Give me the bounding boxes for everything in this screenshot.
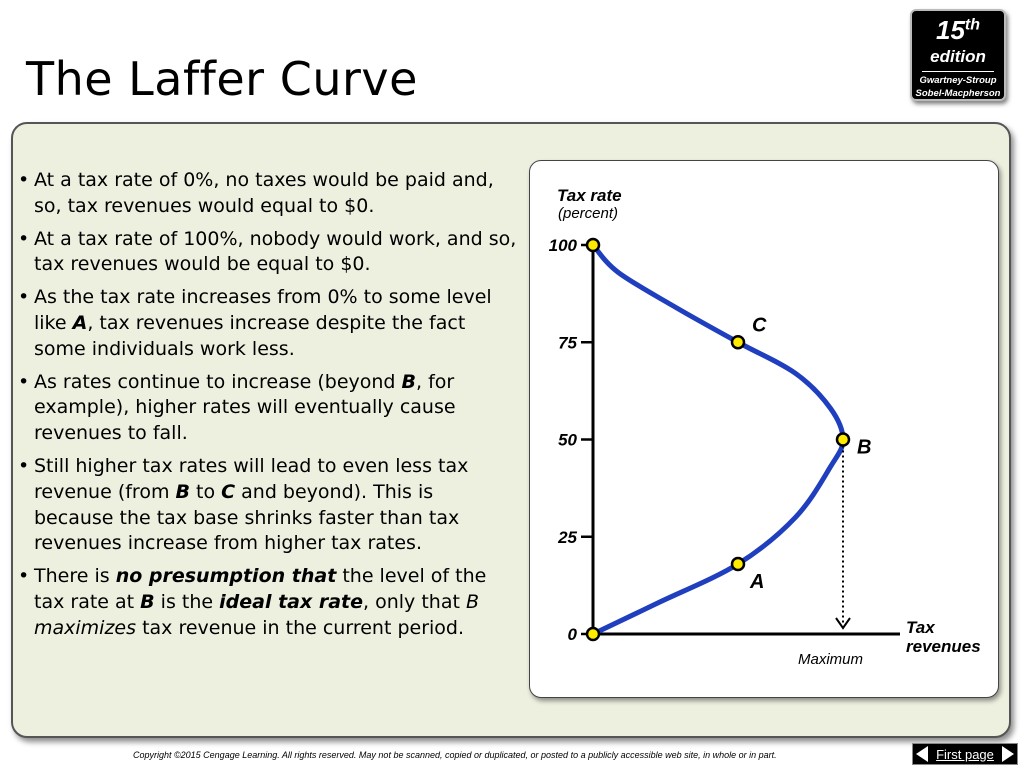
y-axis-sublabel: (percent): [558, 205, 618, 222]
arrow-left-icon: [916, 746, 928, 762]
bullet-item: • At a tax rate of 100%, nobody would wor…: [18, 227, 518, 279]
point-label-c: C: [752, 314, 767, 336]
bullet-text: tax revenue in the current period.: [136, 616, 465, 639]
bullet-text: Still higher tax rates will lead to even…: [34, 454, 469, 503]
curve-endpoint: [585, 237, 601, 253]
bullet-text: the level of the tax rate at: [34, 565, 487, 613]
curve-endpoint: [585, 626, 601, 642]
bullet-text: ideal tax rate: [219, 590, 364, 613]
bullet-text: and beyond). This is because the tax bas…: [34, 480, 460, 555]
laffer-curve: [590, 242, 846, 637]
point-a: [730, 556, 746, 572]
y-tick-label: 0: [568, 625, 578, 644]
bullet-text: is the: [154, 590, 220, 613]
y-tick-label: 25: [557, 528, 577, 547]
arrow-right-icon: [1002, 746, 1014, 762]
x-axis-label-line1: Tax: [906, 618, 936, 637]
edition-number: 15th: [935, 15, 981, 45]
edition-badge: 15th edition Gwartney-Stroup Sobel-Macph…: [910, 9, 1006, 101]
y-axis-label: Tax rate: [557, 186, 622, 205]
bullet-text: As rates continue to increase (beyond: [34, 370, 402, 393]
bullet-item: • Still higher tax rates will lead to eve…: [18, 454, 518, 557]
maximum-label: Maximum: [798, 651, 863, 668]
bullet-item: • As the tax rate increases from 0% to so…: [18, 285, 518, 362]
first-page-label[interactable]: First page: [936, 746, 994, 762]
bullet-marker: •: [18, 454, 30, 477]
slide-title: The Laffer Curve: [26, 52, 418, 106]
first-page-button[interactable]: First page: [912, 743, 1018, 765]
bullet-text: B: [401, 370, 417, 393]
bullet-text: As the tax rate increases from 0% to som…: [34, 286, 492, 334]
y-tick-label: 50: [558, 431, 577, 450]
bullet-marker: •: [18, 227, 30, 250]
bullet-text: A: [72, 311, 88, 334]
bullet-marker: •: [18, 370, 30, 393]
bullet-text: , only that: [363, 590, 466, 613]
bullet-item: • As rates continue to increase (beyond B…: [18, 370, 518, 447]
copyright-notice: Copyright ©2015 Cengage Learning. All ri…: [133, 750, 777, 760]
y-tick-label: 100: [549, 236, 578, 255]
bullet-item: • There is no presumption that the level …: [18, 564, 518, 641]
point-c: [730, 335, 746, 350]
bullet-text: C: [221, 480, 236, 503]
x-axis-label-line2: revenues: [906, 637, 981, 656]
bullet-item: • At a tax rate of 0%, no taxes would be …: [18, 168, 518, 220]
bullet-marker: •: [18, 565, 30, 588]
arrow-down-icon: [835, 617, 851, 630]
point-b: [835, 432, 851, 447]
bullet-marker: •: [18, 286, 30, 309]
bullet-marker: •: [18, 169, 30, 191]
bullet-text: At a tax rate of 100%, nobody would work…: [34, 227, 517, 276]
badge-divider: [922, 71, 994, 72]
bullet-text: B: [140, 590, 155, 613]
bullet-list: • At a tax rate of 0%, no taxes would be …: [18, 168, 518, 649]
bullet-text: , for example), higher rates will eventu…: [34, 370, 456, 445]
bullet-text: At a tax rate of 0%, no taxes would be p…: [34, 169, 494, 217]
point-label-b: B: [857, 437, 871, 459]
bullet-text: B maximizes: [34, 590, 479, 639]
edition-word: edition: [930, 47, 986, 66]
laffer-chart-box: Tax rate (percent) Tax revenues Maximum …: [529, 160, 999, 698]
bullet-text: , tax revenues increase despite the fact…: [34, 311, 466, 360]
badge-authors: Gwartney-Stroup Sobel-Macpherson: [915, 75, 1001, 99]
bullet-text: B: [175, 480, 190, 503]
laffer-chart: Tax rate (percent) Tax revenues Maximum …: [549, 186, 981, 668]
y-tick-label: 75: [558, 333, 577, 352]
bullet-text: to: [189, 480, 222, 503]
bullet-text: There is: [34, 565, 116, 588]
bullet-text: no presumption that: [115, 565, 337, 588]
point-label-a: A: [749, 571, 764, 593]
